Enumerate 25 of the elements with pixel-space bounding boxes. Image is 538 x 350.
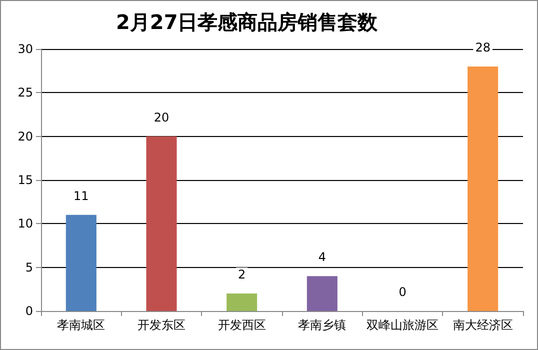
y-tick-label: 5 [25, 260, 33, 274]
data-label: 4 [318, 250, 326, 264]
x-tick-label: 孝南乡镇 [298, 318, 346, 332]
data-label: 28 [475, 40, 490, 54]
y-tick-label: 30 [18, 42, 33, 56]
x-tick-label: 双峰山旅游区 [366, 318, 438, 332]
bar [66, 214, 96, 311]
data-label: 20 [154, 110, 170, 124]
y-tick-label: 10 [18, 216, 33, 231]
x-tick-label: 开发西区 [218, 318, 266, 332]
data-label: 11 [74, 188, 89, 203]
chart-title: 2月27日孝感商品房销售套数 [116, 10, 379, 34]
x-tick-label: 开发东区 [138, 318, 186, 332]
y-tick-label: 0 [25, 304, 33, 318]
y-tick-label: 25 [18, 86, 33, 100]
y-tick-label: 15 [18, 173, 33, 187]
bar [226, 294, 258, 311]
x-tick-label: 南大经济区 [452, 318, 513, 332]
y-tick-label: 20 [18, 129, 33, 144]
data-label: 0 [398, 285, 406, 299]
bar [146, 136, 177, 311]
data-label: 2 [238, 268, 246, 282]
bar [306, 276, 338, 311]
bar [468, 66, 498, 311]
x-tick-label: 孝南城区 [57, 318, 106, 332]
